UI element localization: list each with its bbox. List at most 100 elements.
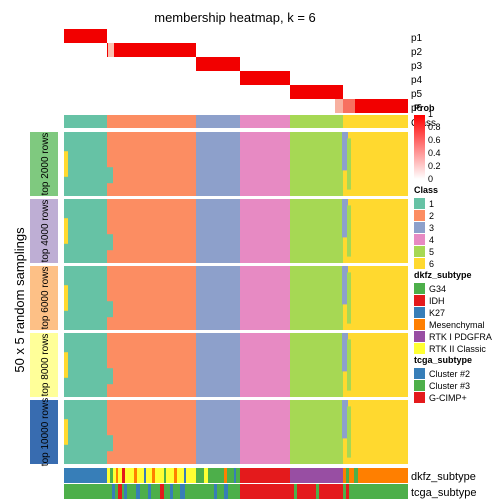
dkfz-stripe-5 xyxy=(144,468,146,483)
prob-row-5-background xyxy=(64,85,408,99)
dkfz-stripe-12 xyxy=(234,468,236,483)
tcga-label-3: G-CIMP+ xyxy=(429,393,467,403)
prob-row-2-partial-cell xyxy=(108,43,114,57)
group-4-class-block-6 xyxy=(343,333,408,397)
group-3-class-block-1 xyxy=(64,266,107,330)
prob-label-p4: p4 xyxy=(411,75,423,86)
dkfz-legend-title: dkfz_subtype xyxy=(414,270,472,280)
dkfz-swatch-4 xyxy=(414,319,425,330)
group-1-mixed-cell xyxy=(342,132,348,171)
group-3-mixed-cell xyxy=(290,278,295,305)
dkfz-segment-5 xyxy=(196,468,240,483)
tcga-stripe-8 xyxy=(180,484,185,499)
tcga-swatch-1 xyxy=(414,368,425,379)
class-legend-title: Class xyxy=(414,185,438,195)
dkfz-segment-7 xyxy=(290,468,343,483)
row-group-label-4: top 8000 rows xyxy=(40,334,51,397)
tcga-stripe-10 xyxy=(224,484,228,499)
group-5-class-block-1 xyxy=(64,400,107,464)
dkfz-stripe-7 xyxy=(164,468,166,483)
group-2-class-block-5 xyxy=(290,199,343,263)
row-group-label-5: top 10000 rows xyxy=(40,398,51,466)
dkfz-swatch-1 xyxy=(414,283,425,294)
class-swatch-4 xyxy=(414,234,425,245)
group-5-mixed-cell xyxy=(342,400,348,439)
group-1-class-block-3 xyxy=(196,132,240,196)
prob-tick-1: 1 xyxy=(428,109,433,119)
tcga-stripe-7 xyxy=(170,484,173,499)
group-2-mixed-cell xyxy=(64,218,68,244)
prob-tick-0: 0 xyxy=(428,174,433,184)
class-row-segment-5 xyxy=(290,115,343,128)
class-swatch-3 xyxy=(414,222,425,233)
prob-gradient xyxy=(414,115,425,179)
row-group-bar-3 xyxy=(30,266,58,330)
annotation-label-tcga: tcga_subtype xyxy=(411,487,476,499)
row-group-label-3: top 6000 rows xyxy=(40,267,51,330)
tcga-stripe-9 xyxy=(214,484,217,499)
chart-title: membership heatmap, k = 6 xyxy=(154,10,316,25)
tcga-stripe-13 xyxy=(346,484,349,499)
dkfz-segment-6 xyxy=(240,468,290,483)
prob-label-p3: p3 xyxy=(411,61,423,72)
group-3-class-block-3 xyxy=(196,266,240,330)
group-1-class-block-5 xyxy=(290,132,343,196)
group-1-mixed-cell xyxy=(107,167,113,184)
class-row-segment-4 xyxy=(240,115,290,128)
prob-row-6-partial-cell xyxy=(343,99,355,113)
annotation-label-dkfz: dkfz_subtype xyxy=(411,471,476,483)
prob-row-4-cell xyxy=(240,71,290,85)
group-2-mixed-cell xyxy=(107,234,113,251)
group-1-class-block-4 xyxy=(240,132,290,196)
class-swatch-6 xyxy=(414,258,425,269)
group-3-class-block-6 xyxy=(343,266,408,330)
tcga-stripe-5 xyxy=(148,484,151,499)
group-5-mixed-cell xyxy=(107,435,113,452)
group-5-class-block-5 xyxy=(290,400,343,464)
row-group-bar-1 xyxy=(30,132,58,196)
prob-label-p5: p5 xyxy=(411,89,423,100)
group-5-class-block-3 xyxy=(196,400,240,464)
group-2-class-block-3 xyxy=(196,199,240,263)
class-swatch-2 xyxy=(414,210,425,221)
dkfz-segment-1 xyxy=(64,468,107,483)
dkfz-stripe-10 xyxy=(204,468,208,483)
prob-row-1-background xyxy=(64,29,408,43)
group-4-class-block-5 xyxy=(290,333,343,397)
tcga-legend-title: tcga_subtype xyxy=(414,355,472,365)
tcga-stripe-1 xyxy=(112,484,115,499)
prob-row-5-cell xyxy=(290,85,343,99)
dkfz-stripe-8 xyxy=(174,468,177,483)
group-3-class-block-2 xyxy=(107,266,196,330)
tcga-segment-4 xyxy=(240,484,290,499)
class-label-5: 5 xyxy=(429,247,434,257)
dkfz-label-6: RTK II Classic xyxy=(429,344,486,354)
prob-row-6-background xyxy=(64,99,408,113)
prob-tick-0.8: 0.8 xyxy=(428,122,441,132)
group-4-mixed-cell xyxy=(290,345,295,372)
dkfz-swatch-3 xyxy=(414,307,425,318)
tcga-stripe-2 xyxy=(118,484,122,499)
dkfz-stripe-11 xyxy=(224,468,227,483)
dkfz-label-3: K27 xyxy=(429,308,445,318)
tcga-swatch-2 xyxy=(414,380,425,391)
tcga-swatch-3 xyxy=(414,392,425,403)
group-4-class-block-4 xyxy=(240,333,290,397)
group-1-mixed-cell xyxy=(64,151,68,177)
tcga-stripe-12 xyxy=(316,484,319,499)
prob-tick-0.6: 0.6 xyxy=(428,135,441,145)
tcga-label-2: Cluster #3 xyxy=(429,381,470,391)
dkfz-label-2: IDH xyxy=(429,296,445,306)
prob-tick-0.4: 0.4 xyxy=(428,148,441,158)
sampling-heatmap-body xyxy=(64,132,408,464)
group-3-mixed-cell xyxy=(342,266,348,305)
group-3-mixed-cell xyxy=(107,301,113,318)
group-4-class-block-2 xyxy=(107,333,196,397)
y-axis-label: 50 x 5 random samplings xyxy=(12,227,27,373)
dkfz-stripe-13 xyxy=(346,468,349,483)
group-3-class-block-4 xyxy=(240,266,290,330)
dkfz-stripe-4 xyxy=(134,468,137,483)
tcga-stripe-4 xyxy=(136,484,140,499)
class-label-2: 2 xyxy=(429,211,434,221)
prob-label-p2: p2 xyxy=(411,47,423,58)
